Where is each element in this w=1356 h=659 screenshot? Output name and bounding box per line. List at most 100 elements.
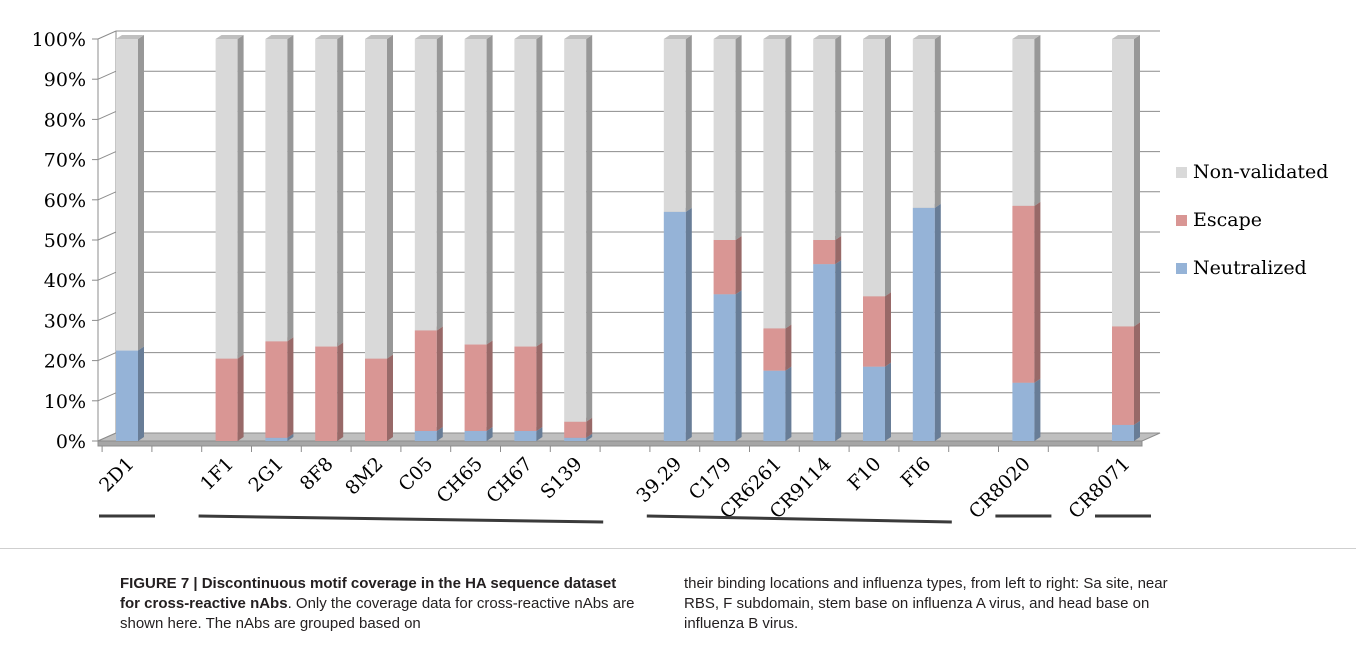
- bar-side: [934, 35, 941, 208]
- bar-segment-escape: [813, 236, 842, 265]
- gridline-diag: [97, 231, 117, 241]
- bar-side: [785, 35, 792, 329]
- bar-segment-non-validated: [265, 35, 294, 342]
- group-underlines: [99, 514, 1151, 524]
- bar-top: [663, 35, 692, 39]
- gridline-diag: [97, 352, 117, 362]
- bar-segment-non-validated: [663, 35, 692, 212]
- bar-side: [586, 417, 593, 438]
- bar-front: [863, 296, 885, 367]
- bar-side: [735, 290, 742, 441]
- y-tick-label: 50%: [44, 230, 86, 252]
- bar-segment-escape: [414, 326, 443, 431]
- bar-side: [536, 35, 543, 347]
- bar-side: [436, 426, 443, 441]
- y-tick-label: 80%: [44, 109, 86, 131]
- legend-label-escape: Escape: [1193, 209, 1262, 231]
- bar-front: [514, 430, 537, 441]
- bar-front: [365, 358, 387, 441]
- bar-front: [564, 437, 587, 441]
- bar-front: [265, 437, 288, 441]
- bar-front: [1012, 205, 1035, 383]
- bar-segment-escape: [1112, 322, 1140, 425]
- bar-front: [1112, 424, 1134, 441]
- gridline-diag: [97, 392, 117, 402]
- bar-front: [265, 341, 288, 438]
- y-tick-label: 10%: [44, 391, 86, 413]
- y-tick-label: 90%: [44, 69, 86, 91]
- figure-caption-label: FIGURE 7 | Discontinuous motif coverage …: [120, 575, 617, 612]
- bar-side: [785, 324, 792, 371]
- bar-side: [586, 433, 593, 441]
- bar-front: [1012, 382, 1035, 441]
- bar-segment-escape: [265, 337, 294, 438]
- bar-front: [514, 39, 537, 347]
- bar-side: [1134, 322, 1140, 425]
- bar-segment-non-validated: [116, 35, 144, 351]
- y-tick-label: 60%: [44, 190, 86, 212]
- bar-side: [436, 326, 443, 431]
- bar-segment-non-validated: [514, 35, 543, 347]
- bar-side: [536, 342, 543, 431]
- figure-caption-text-left: . Only the coverage data for cross-react…: [120, 595, 635, 632]
- bar-segment-non-validated: [763, 35, 792, 329]
- bar-front: [116, 39, 138, 351]
- gridline-diag: [97, 151, 117, 161]
- bar-segment-neutralized: [863, 362, 891, 441]
- bar-front: [514, 346, 537, 431]
- bar-side: [835, 35, 842, 240]
- x-tick-label: CH65: [432, 453, 487, 508]
- bar-front: [464, 39, 487, 345]
- bar-side: [387, 35, 393, 359]
- bar-segment-neutralized: [1012, 378, 1041, 441]
- bar-front: [116, 350, 138, 441]
- bar-segment-non-validated: [813, 35, 842, 240]
- x-tick-label: 2G1: [245, 453, 288, 496]
- legend-label-neutralized: Neutralized: [1193, 257, 1307, 279]
- bar-front: [215, 358, 238, 441]
- bar-front: [663, 211, 686, 441]
- bar-front: [1112, 326, 1134, 425]
- bar-front: [1012, 39, 1035, 206]
- bar-side: [785, 366, 792, 441]
- bar-top: [713, 35, 742, 39]
- x-tick-label: 1F1: [196, 453, 238, 495]
- bar-side: [885, 292, 891, 367]
- bar-side: [1134, 420, 1140, 441]
- bar-side: [1034, 201, 1041, 383]
- chart-floor: [97, 432, 1161, 442]
- bar-front: [414, 330, 437, 431]
- bar-side: [287, 337, 294, 438]
- bar-front: [663, 39, 686, 212]
- x-tick-label: 8F8: [296, 453, 338, 495]
- bar-segment-non-validated: [365, 35, 393, 359]
- x-tick-label: 2D1: [95, 453, 138, 496]
- bar-front: [813, 39, 836, 240]
- gridline-diag: [97, 191, 117, 201]
- bar-top: [414, 35, 443, 39]
- bar-front: [863, 366, 885, 441]
- bar-segment-escape: [713, 236, 742, 295]
- x-tick-label: 8M2: [341, 453, 387, 499]
- group-underline: [646, 514, 952, 524]
- bar-side: [387, 354, 393, 441]
- bar-segment-escape: [365, 354, 393, 441]
- bar-side: [586, 35, 593, 422]
- y-tick-label: 100%: [32, 29, 86, 51]
- bar-segment-neutralized: [912, 203, 941, 441]
- bar-segment-non-validated: [464, 35, 493, 345]
- bar-side: [934, 203, 941, 441]
- bar-front: [713, 240, 736, 295]
- y-tick-label: 0%: [56, 431, 86, 453]
- bar-top: [116, 35, 144, 39]
- y-tick-label: 70%: [44, 150, 86, 172]
- bar-top: [912, 35, 941, 39]
- bar-side: [536, 426, 543, 441]
- bar-segment-non-validated: [713, 35, 742, 240]
- floor-front: [97, 440, 1143, 447]
- bar-segment-neutralized: [116, 346, 144, 441]
- y-tick-label: 40%: [44, 270, 86, 292]
- bar-top: [315, 35, 344, 39]
- bar-segment-non-validated: [315, 35, 344, 347]
